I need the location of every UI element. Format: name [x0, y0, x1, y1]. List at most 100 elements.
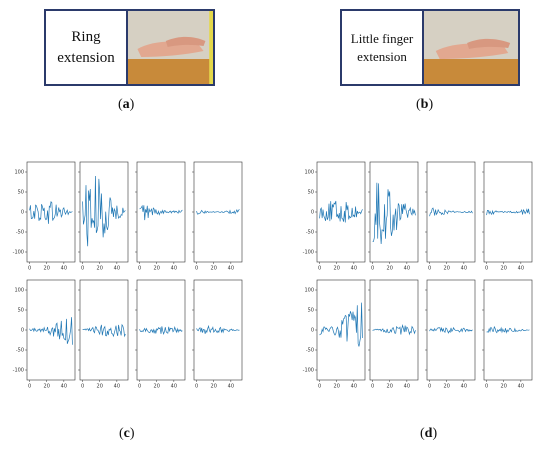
caption-letter: c: [123, 426, 130, 441]
y-tick-label: -100: [13, 368, 24, 374]
hand-photo: [128, 11, 213, 84]
signal-line: [372, 182, 416, 244]
x-tick-label: 40: [228, 384, 234, 390]
x-tick-label: 20: [154, 384, 160, 390]
gesture-label-line: extension: [357, 48, 407, 64]
signal-line: [82, 323, 126, 338]
subplot-frame: [483, 279, 533, 381]
gesture-label: Ring extension: [46, 11, 128, 84]
y-tick-label: -100: [303, 368, 314, 374]
y-tick-label: 0: [21, 210, 24, 216]
signal-line: [319, 302, 363, 347]
y-tick-label: 100: [304, 288, 314, 294]
x-tick-label: 0: [485, 384, 488, 390]
x-tick-label: 20: [387, 266, 393, 272]
y-tick-label: -50: [16, 230, 24, 236]
x-tick-label: 40: [404, 384, 410, 390]
x-tick-label: 40: [228, 266, 234, 272]
x-tick-label: 20: [211, 384, 217, 390]
gesture-box-ring-extension: Ring extension: [44, 9, 215, 86]
subplot-frame: [79, 161, 129, 263]
signal-line: [29, 201, 73, 224]
signal-line: [372, 324, 416, 336]
emg-chart-panel-d: 0 20 40 100 50 0 -50 -100 0 20 40 0 20 40 0 20 40 0 20 40 10…: [303, 161, 533, 390]
x-tick-label: 0: [371, 384, 374, 390]
x-tick-label: 40: [518, 266, 524, 272]
x-tick-label: 40: [114, 266, 120, 272]
x-tick-label: 20: [334, 384, 340, 390]
signal-line: [486, 208, 530, 216]
x-tick-label: 0: [318, 384, 321, 390]
subplot: 0 20 40: [425, 279, 476, 390]
subplot: 0 20 40 100 50 0 -50 -100: [13, 279, 76, 390]
caption-letter: a: [122, 97, 130, 112]
x-tick-label: 0: [195, 384, 198, 390]
y-tick-label: -50: [16, 348, 24, 354]
gesture-box-little-finger-extension: Little finger extension: [340, 9, 520, 86]
x-tick-label: 0: [195, 266, 198, 272]
y-tick-label: -100: [13, 250, 24, 256]
signal-line: [139, 326, 183, 336]
signal-line: [82, 176, 126, 247]
x-tick-label: 0: [28, 384, 31, 390]
subplot: 0 20 40 100 50 0 -50 -100: [303, 161, 366, 272]
subplot: 0 20 40: [78, 279, 129, 390]
subplot: 0 20 40: [78, 161, 129, 272]
x-tick-label: 0: [138, 384, 141, 390]
x-tick-label: 0: [428, 384, 431, 390]
signal-line: [196, 208, 240, 215]
signal-line: [429, 326, 473, 334]
x-tick-label: 40: [518, 384, 524, 390]
x-tick-label: 40: [404, 266, 410, 272]
x-tick-label: 20: [501, 266, 507, 272]
x-tick-label: 20: [154, 266, 160, 272]
x-tick-label: 0: [371, 266, 374, 272]
gesture-label-line: Ring: [71, 29, 101, 46]
signal-line: [139, 204, 183, 221]
caption-d: (d): [420, 426, 438, 441]
caption-letter: d: [424, 426, 433, 441]
x-tick-label: 40: [351, 384, 357, 390]
y-tick-label: -50: [306, 230, 314, 236]
caption-letter: b: [420, 97, 429, 112]
y-tick-label: 50: [18, 308, 24, 314]
x-tick-label: 40: [351, 266, 357, 272]
caption-c: (c): [119, 426, 135, 441]
x-tick-label: 0: [28, 266, 31, 272]
x-tick-label: 0: [81, 266, 84, 272]
gesture-label-line: extension: [57, 49, 115, 66]
hand-photo: [424, 11, 518, 84]
y-tick-label: 0: [311, 210, 314, 216]
signal-line: [486, 325, 530, 334]
subplot: 0 20 40: [425, 161, 476, 272]
x-tick-label: 20: [97, 266, 103, 272]
subplot: 0 20 40: [368, 161, 419, 272]
y-tick-label: -50: [306, 348, 314, 354]
x-tick-label: 20: [44, 384, 50, 390]
x-tick-label: 40: [114, 384, 120, 390]
emg-chart-panel-c: 0 20 40 100 50 0 -50 -100 0 20 40 0 20 40 0 20 40 0 20 40 10…: [13, 161, 243, 390]
x-tick-label: 0: [428, 266, 431, 272]
x-tick-label: 40: [61, 266, 67, 272]
x-tick-label: 0: [81, 384, 84, 390]
x-tick-label: 40: [171, 384, 177, 390]
subplot: 0 20 40: [135, 279, 186, 390]
y-tick-label: 100: [14, 288, 24, 294]
y-tick-label: 50: [308, 308, 314, 314]
x-tick-label: 20: [44, 266, 50, 272]
x-tick-label: 40: [461, 266, 467, 272]
x-tick-label: 20: [444, 266, 450, 272]
subplot: 0 20 40: [482, 279, 533, 390]
subplot: 0 20 40: [482, 161, 533, 272]
subplot: 0 20 40 100 50 0 -50 -100: [303, 279, 366, 390]
y-tick-label: 0: [21, 328, 24, 334]
signal-line: [29, 317, 73, 345]
x-tick-label: 40: [171, 266, 177, 272]
subplot: 0 20 40 100 50 0 -50 -100: [13, 161, 76, 272]
subplot: 0 20 40: [192, 161, 243, 272]
x-tick-label: 0: [318, 266, 321, 272]
subplot: 0 20 40: [368, 279, 419, 390]
y-tick-label: 100: [304, 170, 314, 176]
x-tick-label: 20: [501, 384, 507, 390]
gesture-label: Little finger extension: [342, 11, 424, 84]
